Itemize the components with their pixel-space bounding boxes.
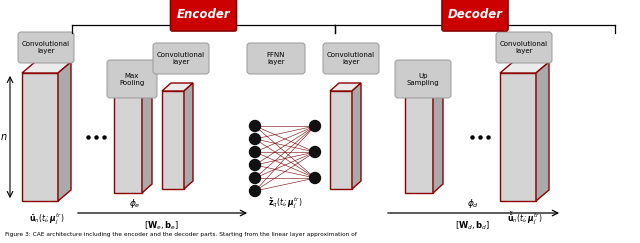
Polygon shape: [433, 76, 443, 193]
Polygon shape: [114, 76, 152, 85]
Polygon shape: [352, 83, 361, 189]
Circle shape: [250, 133, 260, 145]
Text: Max
Pooling: Max Pooling: [120, 72, 145, 86]
Polygon shape: [330, 91, 352, 189]
Circle shape: [310, 173, 321, 183]
FancyBboxPatch shape: [395, 60, 451, 98]
Polygon shape: [500, 62, 549, 73]
Text: Encoder: Encoder: [177, 9, 230, 21]
Text: $\tilde{\bar{\mathbf{u}}}_n(t_i; \boldsymbol{\mu}_j^{tr})$: $\tilde{\bar{\mathbf{u}}}_n(t_i; \boldsy…: [507, 211, 542, 227]
Text: $\bar{\mathbf{u}}_n(t_i; \boldsymbol{\mu}_j^{tr})$: $\bar{\mathbf{u}}_n(t_i; \boldsymbol{\mu…: [29, 211, 64, 227]
Polygon shape: [58, 62, 71, 201]
Polygon shape: [536, 62, 549, 201]
Polygon shape: [162, 83, 193, 91]
FancyBboxPatch shape: [247, 43, 305, 74]
FancyBboxPatch shape: [153, 43, 209, 74]
FancyBboxPatch shape: [496, 32, 552, 63]
Text: FFNN
layer: FFNN layer: [267, 52, 285, 65]
Polygon shape: [330, 83, 361, 91]
Text: $\phi_d$: $\phi_d$: [467, 197, 479, 209]
FancyBboxPatch shape: [323, 43, 379, 74]
Text: Convolutional
layer: Convolutional layer: [157, 52, 205, 65]
Polygon shape: [500, 73, 536, 201]
Text: Decoder: Decoder: [447, 9, 502, 21]
Text: $n$: $n$: [0, 132, 8, 142]
FancyBboxPatch shape: [18, 32, 74, 63]
Circle shape: [250, 147, 260, 157]
Text: Convolutional
layer: Convolutional layer: [500, 41, 548, 54]
Circle shape: [250, 159, 260, 171]
Polygon shape: [405, 76, 443, 85]
Polygon shape: [162, 91, 184, 189]
FancyBboxPatch shape: [107, 60, 157, 98]
Circle shape: [250, 121, 260, 131]
Circle shape: [250, 173, 260, 183]
Text: Figure 3: CAE architecture including the encoder and the decoder parts. Starting: Figure 3: CAE architecture including the…: [5, 232, 357, 237]
FancyBboxPatch shape: [442, 0, 508, 31]
FancyBboxPatch shape: [170, 0, 237, 31]
Text: $[\mathbf{W}_e, \mathbf{b}_e]$: $[\mathbf{W}_e, \mathbf{b}_e]$: [145, 220, 180, 232]
Circle shape: [250, 185, 260, 197]
Polygon shape: [142, 76, 152, 193]
Polygon shape: [22, 73, 58, 201]
Polygon shape: [114, 85, 142, 193]
Polygon shape: [22, 62, 71, 73]
Circle shape: [310, 147, 321, 157]
Text: Up
Sampling: Up Sampling: [406, 72, 439, 86]
Text: $\tilde{\mathbf{z}}_q(t_i; \boldsymbol{\mu}_j^{tr})$: $\tilde{\mathbf{z}}_q(t_i; \boldsymbol{\…: [268, 195, 302, 211]
Polygon shape: [184, 83, 193, 189]
Polygon shape: [405, 85, 433, 193]
Text: $\phi_e$: $\phi_e$: [129, 197, 141, 209]
Text: Convolutional
layer: Convolutional layer: [327, 52, 375, 65]
Text: $[\mathbf{W}_d, \mathbf{b}_d]$: $[\mathbf{W}_d, \mathbf{b}_d]$: [455, 220, 491, 232]
Circle shape: [310, 121, 321, 131]
Text: Convolutional
layer: Convolutional layer: [22, 41, 70, 54]
